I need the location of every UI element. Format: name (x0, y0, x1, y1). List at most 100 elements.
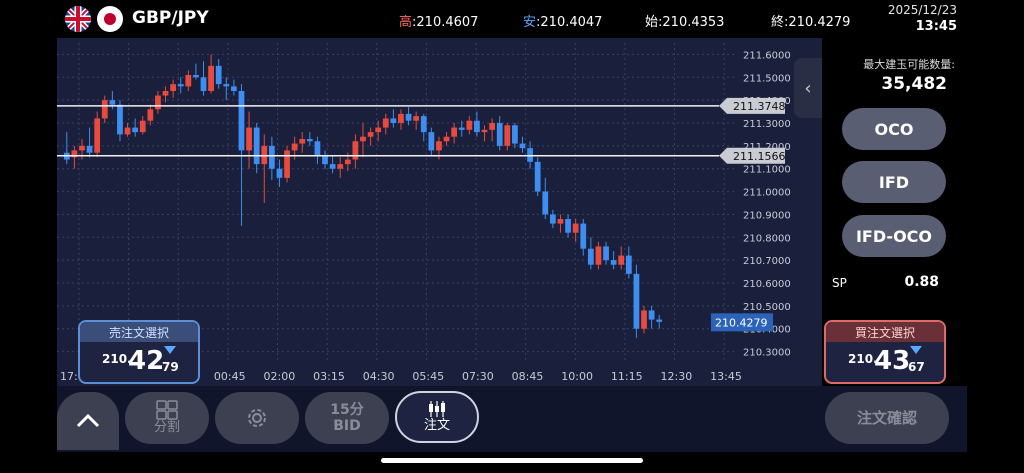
buy-price-fraction: 67 (908, 360, 925, 374)
candle-body (557, 219, 564, 224)
buy-price: 210. 43 67 (826, 342, 944, 380)
order-button[interactable]: 注文 (395, 391, 479, 443)
candle-body (519, 143, 526, 149)
high-label: 高 (399, 15, 413, 30)
buy-price-pips: 43 (874, 346, 911, 376)
candle-body (231, 86, 237, 91)
open-price: 始:210.4353 (645, 11, 724, 30)
y-tick-label: 211.3000 (743, 119, 791, 130)
down-arrow-icon (910, 346, 922, 354)
sell-price: 210. 42 79 (80, 342, 198, 380)
candle-body (565, 219, 571, 233)
candle-body (375, 127, 382, 133)
date-text: 2025/12/23 (887, 3, 957, 17)
y-tick-label: 211.1000 (743, 165, 791, 176)
candle-body (86, 145, 93, 153)
candle-body (618, 255, 625, 265)
candle-body (109, 100, 116, 105)
y-tick-label: 211.0000 (743, 188, 791, 199)
candle-body (572, 223, 579, 233)
candle-body (185, 75, 192, 87)
y-tick-label: 210.8000 (743, 233, 791, 244)
buy-price-major: 210. (848, 352, 878, 366)
candle-body (466, 120, 473, 130)
sell-price-fraction: 79 (162, 360, 179, 374)
x-tick-label: 13:45 (710, 370, 742, 383)
y-tick-label: 211.2000 (743, 142, 791, 153)
candle-body (299, 139, 306, 144)
top-bar: GBP/JPY 高:210.4607 安:210.4047 始:210.4353… (57, 0, 967, 38)
candle-body (481, 129, 488, 133)
candle-body (367, 132, 374, 137)
order-label: 注文 (423, 418, 450, 433)
timeframe-bid-button[interactable]: 15分 BID (305, 392, 389, 444)
grid-icon (156, 400, 178, 420)
candle-body (360, 136, 366, 142)
candlestick-icon (429, 401, 445, 417)
gear-icon (248, 409, 266, 427)
candle-body (398, 113, 404, 123)
x-tick-label: 07:30 (462, 370, 494, 383)
candle-body (549, 214, 556, 224)
datetime: 2025/12/23 13:45 (888, 2, 957, 35)
spread-label: SP (832, 276, 847, 290)
sell-order-button[interactable]: 売注文選択 210. 42 79 (78, 320, 200, 384)
candle-body (261, 145, 268, 165)
candle-body (155, 95, 161, 110)
candle-body (443, 136, 450, 142)
candle-body (124, 127, 131, 135)
home-indicator (381, 458, 643, 463)
uk-flag-icon (65, 6, 91, 32)
x-tick-label: 03:15 (313, 370, 345, 383)
candle-body (474, 120, 480, 133)
buy-order-button[interactable]: 買注文選択 210. 43 67 (824, 320, 946, 384)
chevron-up-icon (76, 413, 100, 428)
candlestick-chart[interactable]: 211.6000211.5000211.4000211.3000211.2000… (57, 38, 822, 386)
candle-body (200, 77, 207, 91)
low-value: :210.4047 (536, 15, 603, 30)
sell-price-major: 210. (102, 352, 132, 366)
candle-body (94, 118, 101, 153)
y-tick-label: 211.6000 (743, 50, 791, 61)
x-tick-label: 08:45 (512, 370, 544, 383)
expand-button[interactable] (57, 392, 119, 450)
chart-area[interactable]: 211.6000211.5000211.4000211.3000211.2000… (57, 38, 822, 386)
japan-flag-icon (97, 6, 123, 32)
candle-body (405, 113, 412, 121)
candle-body (436, 141, 442, 151)
candle-body (193, 75, 199, 78)
candle-body (534, 161, 541, 192)
y-tick-label: 210.6000 (743, 279, 791, 290)
spread-value: 0.88 (904, 274, 939, 290)
hline-price-tag (719, 147, 785, 164)
settings-button[interactable] (215, 392, 299, 444)
hline-price-label: 211.1566 (733, 150, 786, 163)
ifd-oco-button[interactable]: IFD-OCO (842, 215, 946, 257)
order-confirm-button[interactable]: 注文確認 (825, 392, 949, 444)
candle-body (641, 310, 647, 329)
candle-body (162, 91, 169, 96)
candle-body (276, 168, 283, 178)
ifd-button[interactable]: IFD (842, 161, 946, 203)
currency-pair[interactable]: GBP/JPY (132, 8, 209, 28)
max-position-value: 35,482 (881, 74, 947, 94)
candle-body (284, 150, 290, 178)
candle-body (322, 155, 328, 165)
split-button[interactable]: 分割 (125, 392, 209, 444)
x-tick-label: 04:30 (363, 370, 395, 383)
hline-price-label: 211.3748 (733, 100, 786, 113)
candle-body (633, 273, 640, 329)
close-price: 終:210.4279 (771, 11, 850, 30)
split-label: 分割 (153, 420, 180, 435)
buy-order-label: 買注文選択 (826, 322, 944, 342)
candle-body (337, 164, 344, 169)
candle-body (344, 159, 351, 165)
current-price-label: 210.4279 (715, 316, 768, 329)
candle-body (71, 150, 78, 158)
x-tick-label: 00:45 (214, 370, 246, 383)
x-tick-label: 10:00 (561, 370, 593, 383)
chevron-left-icon[interactable]: ‹ (794, 58, 822, 118)
oco-button[interactable]: OCO (842, 108, 946, 150)
price-type-label: BID (333, 418, 361, 434)
